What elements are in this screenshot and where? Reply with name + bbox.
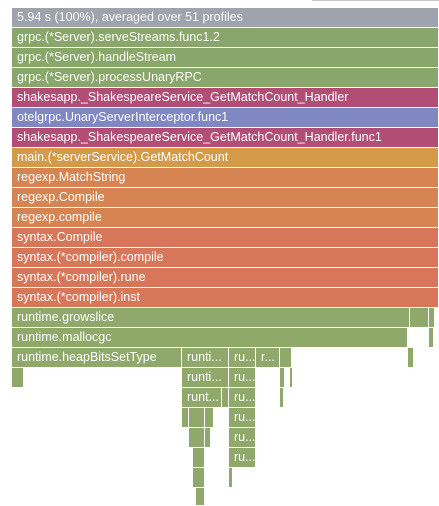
flame-frame-sibling[interactable] xyxy=(196,488,205,506)
flame-frame-sibling[interactable] xyxy=(290,368,293,388)
flame-frame-handle-stream[interactable]: grpc.(*Server).handleStream xyxy=(12,48,439,68)
flame-frame-sibling[interactable] xyxy=(280,388,284,408)
flame-frame-server-getmatchcount[interactable]: main.(*serverService).GetMatchCount xyxy=(12,148,439,168)
flame-frame-regexp-compile-exported[interactable]: regexp.Compile xyxy=(12,188,439,208)
flame-frame-regexp-compile[interactable]: regexp.compile xyxy=(12,208,439,228)
flame-frame-truncated[interactable]: runti... xyxy=(182,348,229,368)
flame-frame-truncated[interactable]: ru... xyxy=(229,428,256,448)
flame-frame-truncated[interactable]: ru... xyxy=(229,348,256,368)
flame-frame-sibling[interactable] xyxy=(189,408,205,428)
flame-frame-getmatchcount-handler[interactable]: shakesapp._ShakespeareService_GetMatchCo… xyxy=(12,88,439,108)
flame-frame-runtime-growslice[interactable]: runtime.growslice xyxy=(12,308,410,328)
flame-frame-truncated[interactable]: ru... xyxy=(229,408,256,428)
flame-frame-sibling[interactable] xyxy=(429,308,435,328)
flame-frame-runtime-mallocgc[interactable]: runtime.mallocgc xyxy=(12,328,408,348)
flame-frame-sibling[interactable] xyxy=(229,468,233,488)
flame-frame-regexp-matchstring[interactable]: regexp.MatchString xyxy=(12,168,439,188)
flame-frame-sibling[interactable] xyxy=(280,348,292,368)
top-border-line xyxy=(312,0,439,1)
flame-frame-truncated[interactable]: runt... xyxy=(182,388,222,408)
flame-frame-sibling[interactable] xyxy=(410,308,429,328)
flame-frame-compiler-rune[interactable]: syntax.(*compiler).rune xyxy=(12,268,439,288)
flame-frame-serve-streams[interactable]: grpc.(*Server).serveStreams.func1.2 xyxy=(12,28,439,48)
flame-frame-syntax-compile[interactable]: syntax.Compile xyxy=(12,228,439,248)
flame-frame-sibling[interactable] xyxy=(205,408,214,428)
flame-frame-otelgrpc-interceptor[interactable]: otelgrpc.UnaryServerInterceptor.func1 xyxy=(12,108,439,128)
flame-frame-compiler-inst[interactable]: syntax.(*compiler).inst xyxy=(12,288,439,308)
flame-frame-sibling[interactable] xyxy=(429,328,434,348)
flame-frame-heapbitssettype[interactable]: runtime.heapBitsSetType xyxy=(12,348,182,368)
flame-frame-truncated[interactable]: runti... xyxy=(182,368,229,388)
flame-frame-truncated[interactable]: r... xyxy=(256,348,280,368)
flame-frame-sibling[interactable] xyxy=(12,368,24,388)
flame-frame-process-unary-rpc[interactable]: grpc.(*Server).processUnaryRPC xyxy=(12,68,439,88)
flame-frame-sibling[interactable] xyxy=(193,448,205,468)
flame-frame-sibling[interactable] xyxy=(222,388,229,408)
flame-frame-sibling[interactable] xyxy=(280,368,285,388)
flame-frame-getmatchcount-handler-func1[interactable]: shakesapp._ShakespeareService_GetMatchCo… xyxy=(12,128,439,148)
flame-frame-truncated[interactable]: ru... xyxy=(229,388,256,408)
flame-frame-sibling[interactable] xyxy=(193,468,205,488)
flame-frame-truncated[interactable]: ru... xyxy=(229,368,256,388)
flame-frame-compiler-compile[interactable]: syntax.(*compiler).compile xyxy=(12,248,439,268)
flame-frame-truncated[interactable]: ru... xyxy=(229,448,256,468)
flame-frame-sibling[interactable] xyxy=(182,408,189,428)
flame-frame-sibling[interactable] xyxy=(205,428,211,448)
flame-frame-root[interactable]: 5.94 s (100%), averaged over 51 profiles xyxy=(12,8,439,28)
flame-frame-sibling[interactable] xyxy=(189,428,205,448)
flame-frame-sibling[interactable] xyxy=(408,348,414,368)
